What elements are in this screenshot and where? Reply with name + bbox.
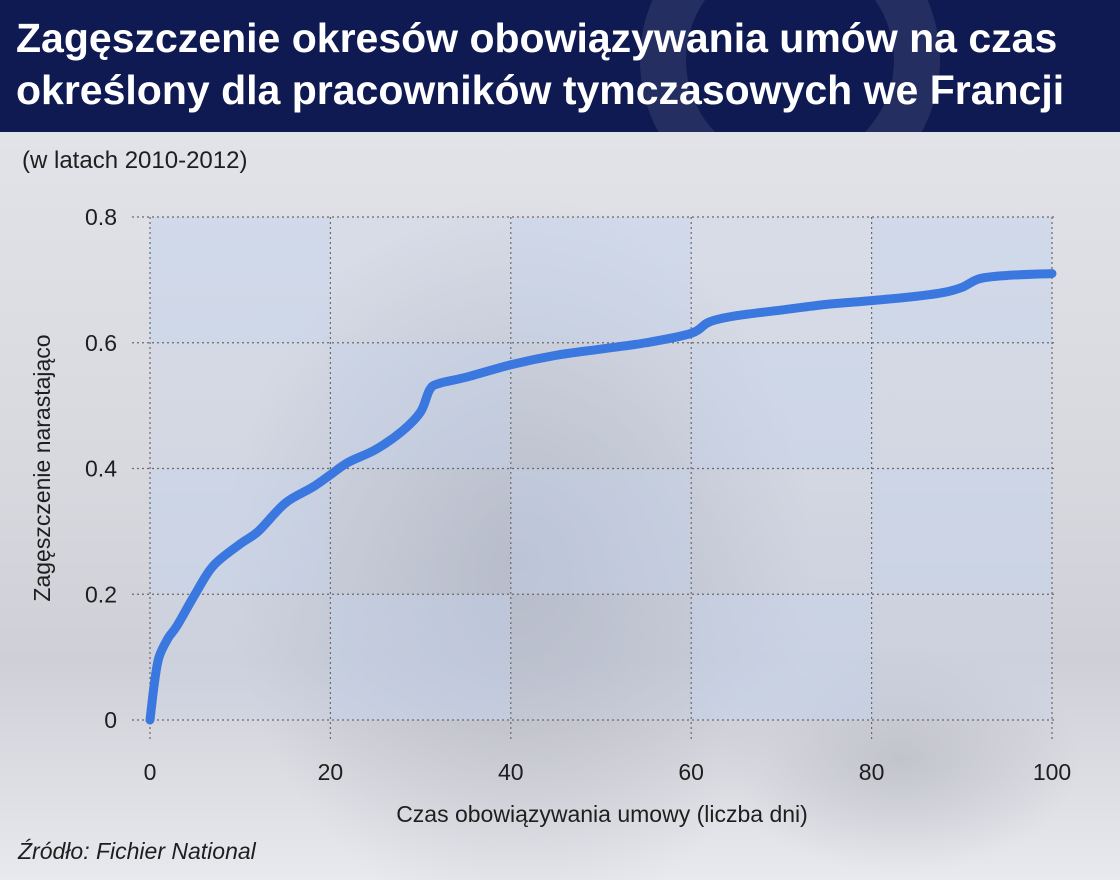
y-tick-label: 0.6 [85,330,117,356]
background-band [330,468,511,595]
y-tick-label: 0.2 [85,581,117,607]
background-band [871,217,1052,343]
chart-subtitle: (w latach 2010-2012) [22,147,248,174]
y-tick-label: 0.8 [85,204,117,230]
y-axis-ticks: 0 0.2 0.4 0.6 0.8 [85,204,117,733]
gridlines [132,216,1056,742]
background-band [150,342,331,469]
x-tick-label: 20 [318,759,344,785]
background-band [150,594,331,720]
chart-background-bands [150,217,1052,720]
x-axis-label: Czas obowiązywania umowy (liczba dni) [396,801,808,827]
chart-title: Zagęszczenie okresów obowiązywania umów … [16,15,1065,113]
y-tick-label: 0 [104,707,117,733]
background-band [691,594,872,720]
background-band [871,594,1052,720]
background-band [510,342,692,469]
background-band [510,217,692,343]
y-axis-label: Zagęszczenie narastająco [29,334,55,601]
source-note: Źródło: Fichier National [18,838,256,864]
x-tick-label: 40 [498,759,524,785]
x-tick-label: 60 [678,759,704,785]
y-tick-label: 0.4 [85,456,117,482]
background-band [871,342,1052,469]
series-layer [145,269,1057,725]
background-band [691,342,872,469]
background-band [150,217,331,343]
x-tick-label: 0 [144,759,157,785]
background-band [691,468,872,595]
title-banner: Zagęszczenie okresów obowiązywania umów … [0,0,1120,132]
background-band [871,468,1052,595]
background-band [510,594,692,720]
x-tick-label: 80 [859,759,885,785]
x-axis-ticks: 0 20 40 60 80 100 [144,759,1072,785]
background-band [510,468,692,595]
background-band [330,594,511,720]
background-band [330,217,511,343]
series-line [145,269,1057,725]
x-tick-label: 100 [1033,759,1071,785]
